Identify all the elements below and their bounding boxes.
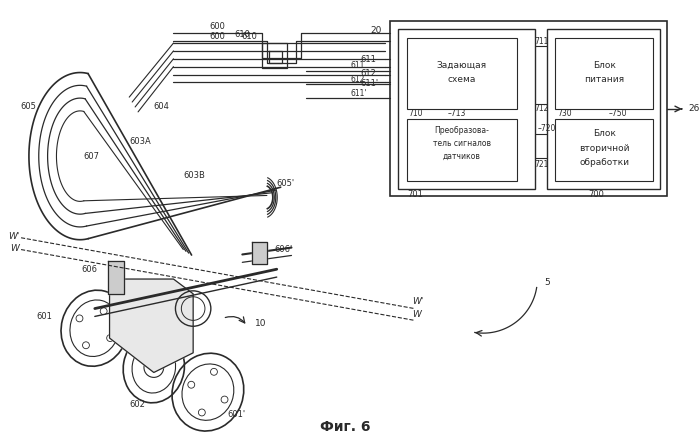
Text: 611': 611' <box>360 79 379 88</box>
Text: 711: 711 <box>534 37 549 45</box>
Text: вторичной: вторичной <box>579 144 629 153</box>
Text: 712: 712 <box>534 104 549 113</box>
Text: Преобразова-: Преобразова- <box>434 126 489 135</box>
Text: 610: 610 <box>234 30 251 39</box>
Text: 20: 20 <box>370 26 382 35</box>
Text: 710: 710 <box>409 109 423 118</box>
Text: схема: схема <box>447 75 476 84</box>
Text: 610: 610 <box>241 32 257 41</box>
Text: 604: 604 <box>154 103 169 112</box>
Text: 721: 721 <box>534 161 549 169</box>
Text: Фиг. 6: Фиг. 6 <box>321 420 371 434</box>
Bar <box>555 119 653 181</box>
Bar <box>398 29 536 189</box>
Text: 611: 611 <box>351 61 365 70</box>
Text: Задающая: Задающая <box>437 61 486 70</box>
Text: W': W' <box>8 232 19 241</box>
Text: 605': 605' <box>276 179 295 188</box>
Text: 601': 601' <box>228 410 246 419</box>
Text: 611': 611' <box>351 89 367 98</box>
Text: 10: 10 <box>255 319 267 328</box>
Text: Блок: Блок <box>593 129 615 138</box>
Text: 5: 5 <box>545 278 550 287</box>
Text: 730: 730 <box>557 109 572 118</box>
Text: W': W' <box>412 297 423 306</box>
Text: 701: 701 <box>407 190 424 199</box>
Text: –720: –720 <box>538 124 556 133</box>
Polygon shape <box>108 261 125 294</box>
Text: –713: –713 <box>448 109 466 118</box>
Bar <box>407 119 517 181</box>
Text: тель сигналов: тель сигналов <box>433 139 491 148</box>
Polygon shape <box>252 242 267 264</box>
Bar <box>407 38 517 109</box>
Text: 26: 26 <box>689 104 700 113</box>
Bar <box>547 29 660 189</box>
Text: датчиков: датчиков <box>442 152 480 161</box>
Text: питания: питания <box>584 75 624 84</box>
Text: 612: 612 <box>360 69 376 78</box>
Text: Блок: Блок <box>593 61 615 70</box>
Text: 606': 606' <box>275 245 293 254</box>
Text: W: W <box>10 244 19 253</box>
Text: 601: 601 <box>36 312 52 321</box>
Text: 700: 700 <box>589 190 604 199</box>
Text: 602: 602 <box>130 401 145 409</box>
Text: 605: 605 <box>20 103 36 112</box>
Text: 600: 600 <box>210 22 225 31</box>
Text: 606: 606 <box>82 265 98 274</box>
Bar <box>555 38 653 109</box>
Text: 600: 600 <box>210 32 225 41</box>
Polygon shape <box>110 279 193 372</box>
Text: 607: 607 <box>84 152 99 161</box>
Text: 603B: 603B <box>183 171 205 180</box>
Text: 603A: 603A <box>130 137 151 146</box>
Text: обработки: обработки <box>579 157 629 166</box>
Text: 612: 612 <box>351 75 365 84</box>
Text: 611: 611 <box>360 55 376 64</box>
Bar <box>390 21 667 196</box>
Text: W: W <box>412 310 421 319</box>
Text: –750: –750 <box>609 109 628 118</box>
